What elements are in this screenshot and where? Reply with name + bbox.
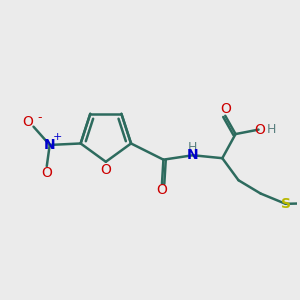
Text: N: N: [187, 148, 199, 162]
Text: -: -: [38, 111, 42, 124]
Text: N: N: [44, 138, 56, 152]
Text: +: +: [52, 132, 62, 142]
Text: O: O: [157, 183, 167, 197]
Text: O: O: [22, 115, 33, 129]
Text: O: O: [220, 102, 231, 116]
Text: O: O: [255, 123, 266, 136]
Text: O: O: [41, 166, 52, 180]
Text: O: O: [100, 163, 111, 177]
Text: S: S: [280, 197, 291, 212]
Text: H: H: [267, 122, 277, 136]
Text: H: H: [188, 140, 198, 154]
